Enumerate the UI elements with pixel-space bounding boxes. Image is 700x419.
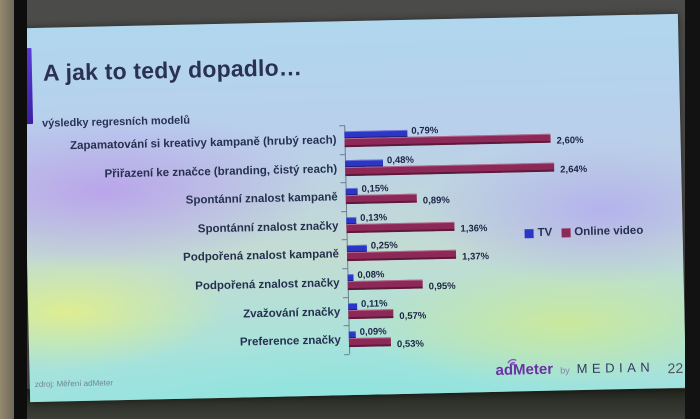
median-wordmark: MEDIAN [576,359,655,377]
slide-title: A jak to tedy dopadlo… [42,54,303,86]
value-label-online-video: 1,36% [460,223,488,235]
category-label: Preference značky [239,333,342,349]
logo-by-text: by [560,365,570,376]
legend-label-online-video: Online video [574,224,644,239]
slide-subtitle: výsledky regresních modelů [41,114,191,130]
bar-online-video [348,309,394,320]
value-label-tv: 0,48% [386,154,415,167]
screen-right-border [685,0,700,419]
bar-chart: Zapamatování si kreativy kampaně (hrubý … [24,118,685,364]
admeter-median-logo: adMeter by MEDIAN [495,358,655,379]
screen-left-border [14,0,27,419]
value-label-online-video: 0,89% [422,194,450,207]
bar-online-video [346,249,457,262]
value-label-tv: 0,09% [359,326,387,338]
value-label-online-video: 1,37% [461,251,490,263]
signal-arcs-icon [507,358,517,366]
admeter-wordmark: adMeter [495,358,553,379]
value-label-tv: 0,08% [357,269,385,281]
value-label-online-video: 0,57% [399,310,427,323]
bar-online-video [348,337,392,348]
value-label-tv: 0,13% [360,212,388,224]
legend-label-tv: TV [537,226,553,239]
value-label-online-video: 2,60% [556,134,584,147]
axis-tick [344,354,350,356]
bar-online-video [345,193,417,205]
slide: A jak to tedy dopadlo… výsledky regresní… [21,13,687,403]
bar-online-video [347,279,423,291]
legend-item-tv: TV [524,227,552,240]
legend-swatch-tv [524,228,534,238]
source-note: zdroj: Měření adMeter [34,378,114,390]
legend-item-online-video: Online video [561,225,643,239]
value-label-tv: 0,11% [360,298,388,310]
value-label-tv: 0,25% [370,240,398,252]
value-label-online-video: 2,64% [560,163,588,176]
page-number: 22 [667,359,684,377]
legend-swatch-online-video [561,227,571,237]
value-label-tv: 0,79% [411,125,439,137]
value-label-online-video: 0,95% [428,280,456,293]
value-label-tv: 0,15% [361,183,389,195]
wall-left-edge [0,0,14,419]
bar-online-video [346,221,455,234]
value-label-online-video: 0,53% [396,338,425,351]
